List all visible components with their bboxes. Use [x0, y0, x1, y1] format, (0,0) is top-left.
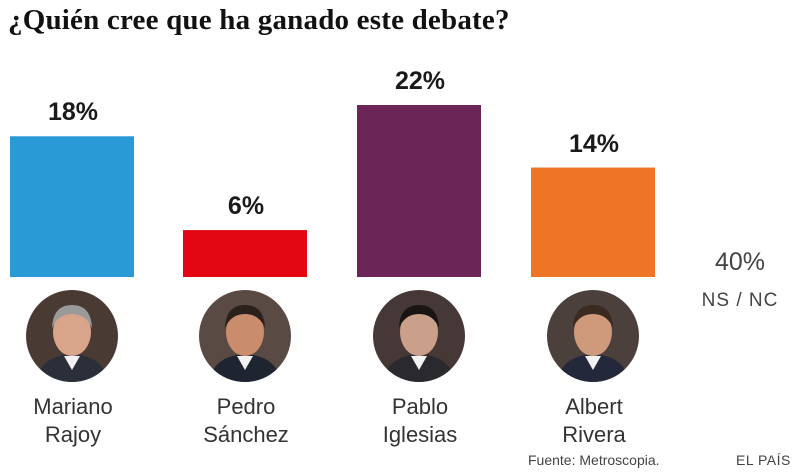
pedro-sanchez-portrait-icon	[199, 290, 291, 382]
category-label-line: Rivera	[562, 422, 626, 447]
category-label-line: Iglesias	[382, 422, 458, 447]
value-label-mariano-rajoy: 18%	[47, 98, 99, 127]
bar-albert-rivera	[531, 167, 655, 277]
category-label-line: Pablo	[391, 394, 449, 419]
category-label-pedro-sanchez: Pedro Sánchez	[183, 393, 309, 449]
ns-nc-value: 40%	[714, 248, 766, 276]
value-label-pablo-iglesias: 22%	[394, 67, 446, 95]
value-label-pedro-sanchez: 6%	[227, 192, 265, 221]
ns-nc-label: NS / NC	[701, 290, 779, 311]
category-label-line: Pedro	[216, 394, 276, 419]
category-label-line: Sánchez	[203, 422, 289, 447]
category-label-albert-rivera: Albert Rivera	[531, 393, 657, 449]
chart-title: ¿Quién cree que ha ganado este debate?	[8, 4, 510, 36]
category-label-line: Rajoy	[44, 422, 102, 447]
mariano-rajoy-portrait-icon	[26, 290, 118, 382]
albert-rivera-portrait-icon	[547, 290, 639, 382]
pablo-iglesias-portrait-icon	[373, 290, 465, 382]
category-label-pablo-iglesias: Pablo Iglesias	[357, 393, 483, 449]
bar-pablo-iglesias	[357, 105, 481, 277]
category-label-line: Albert	[565, 394, 623, 419]
value-label-albert-rivera: 14%	[568, 129, 620, 158]
bar-mariano-rajoy	[10, 136, 134, 277]
bar-pedro-sanchez	[183, 230, 307, 277]
source-credit: Fuente: Metroscopia.	[528, 452, 660, 468]
category-label-line: Mariano	[33, 394, 113, 419]
brand-credit: EL PAÍS	[736, 452, 791, 468]
category-label-mariano-rajoy: Mariano Rajoy	[10, 393, 136, 449]
